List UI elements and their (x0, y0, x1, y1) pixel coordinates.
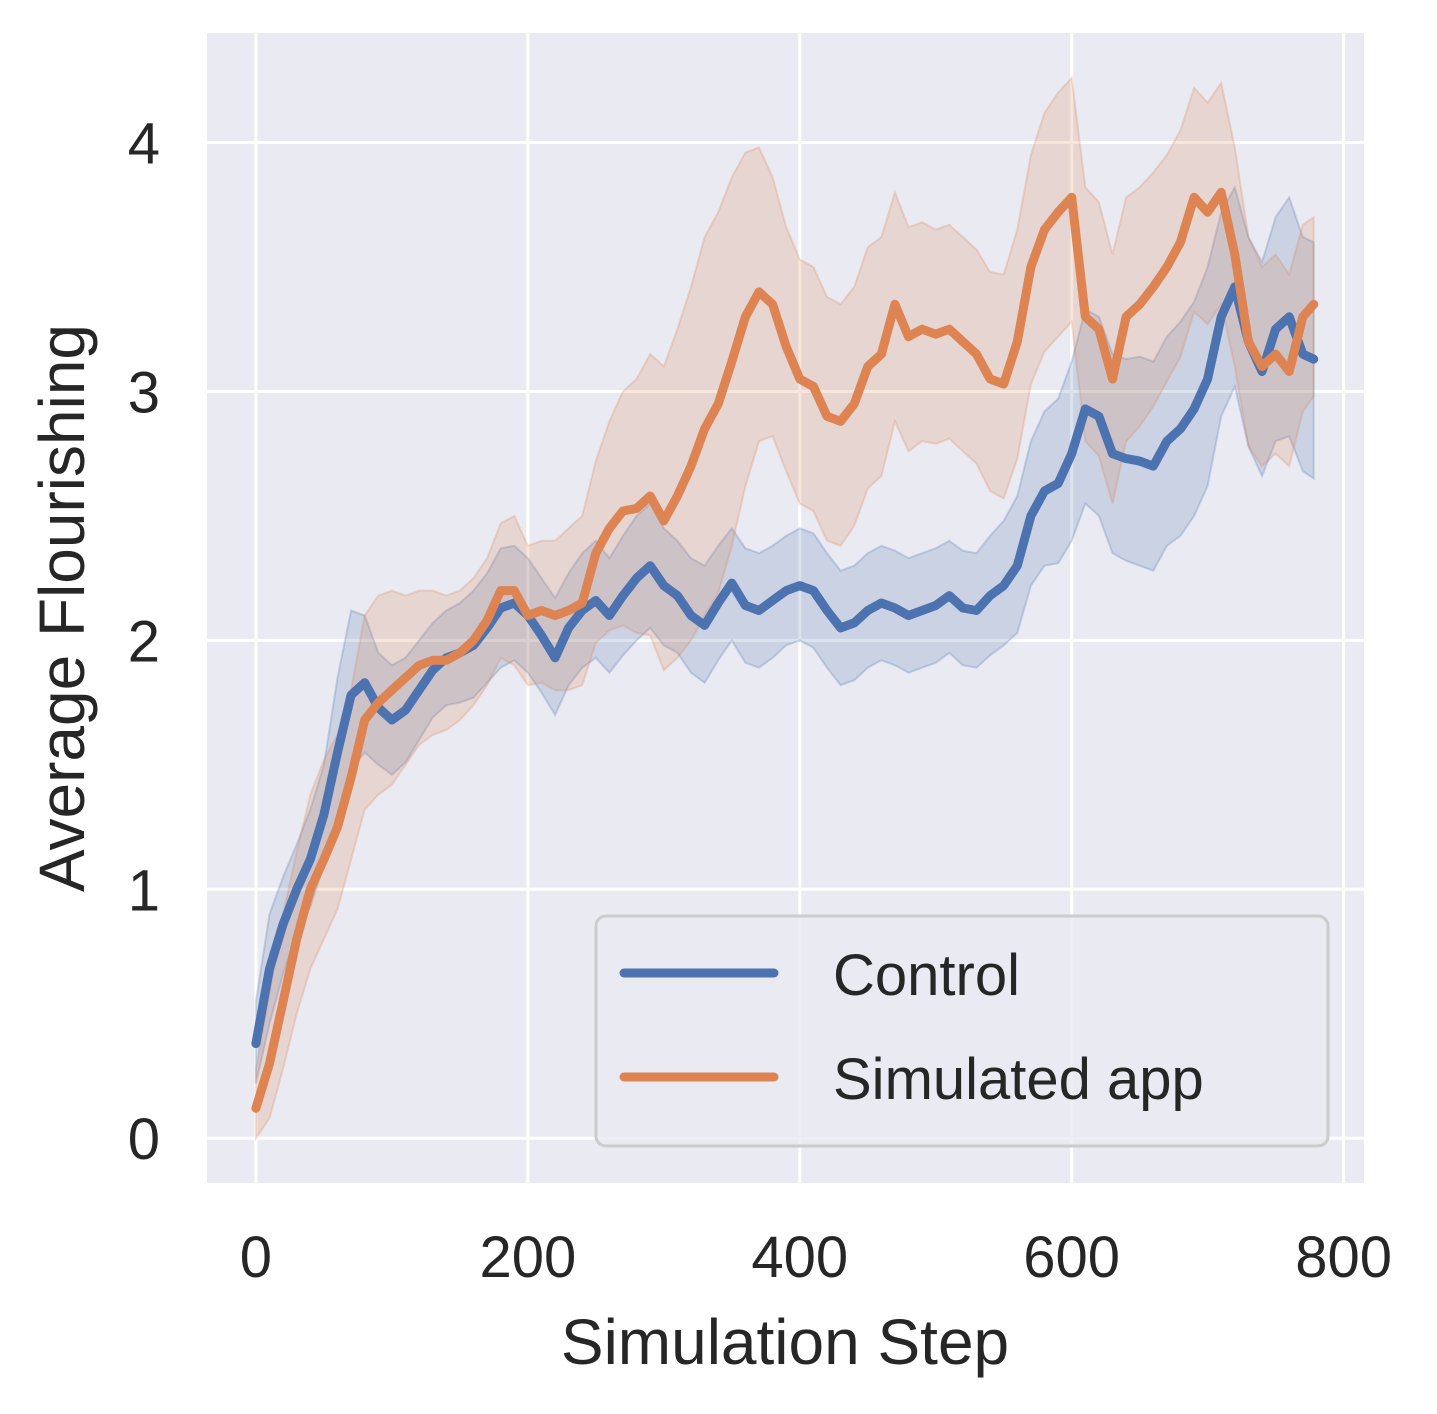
y-tick-label: 2 (128, 609, 160, 674)
legend: Control Simulated app (594, 914, 1330, 1148)
legend-label-simulated-app: Simulated app (833, 1047, 1204, 1112)
confidence-bands (254, 75, 1315, 1142)
y-tick-label: 4 (128, 112, 160, 177)
legend-box (594, 914, 1330, 1148)
line-simulated-app (251, 187, 1319, 1113)
y-tick-label: 1 (128, 858, 160, 923)
y-tick-label: 0 (128, 1107, 160, 1172)
x-tick-label: 400 (751, 1225, 848, 1290)
y-axis-label: Average Flourishing (26, 324, 98, 892)
x-tick-label: 0 (240, 1225, 272, 1290)
band-simulated-app (254, 75, 1315, 1142)
x-tick-label: 600 (1023, 1225, 1120, 1290)
y-tick-label: 3 (128, 360, 160, 425)
y-axis-ticks: 0 1 2 3 4 (128, 112, 160, 1173)
legend-label-control: Control (833, 943, 1020, 1008)
series-lines (251, 187, 1319, 1113)
x-axis-ticks: 0 200 400 600 800 (240, 1225, 1392, 1290)
x-axis-label: Simulation Step (561, 1306, 1009, 1378)
line-control (251, 282, 1319, 1049)
band-control (254, 184, 1315, 1084)
x-tick-label: 200 (479, 1225, 576, 1290)
x-tick-label: 800 (1295, 1225, 1392, 1290)
